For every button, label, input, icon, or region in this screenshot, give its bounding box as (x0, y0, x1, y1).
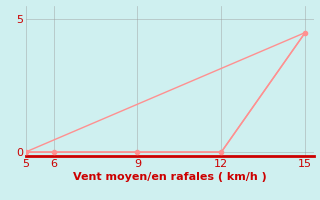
X-axis label: Vent moyen/en rafales ( km/h ): Vent moyen/en rafales ( km/h ) (73, 172, 267, 182)
